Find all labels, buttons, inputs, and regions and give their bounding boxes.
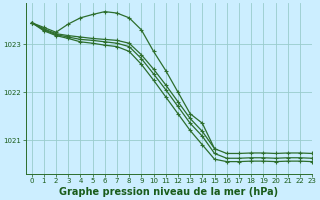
X-axis label: Graphe pression niveau de la mer (hPa): Graphe pression niveau de la mer (hPa) <box>59 187 278 197</box>
